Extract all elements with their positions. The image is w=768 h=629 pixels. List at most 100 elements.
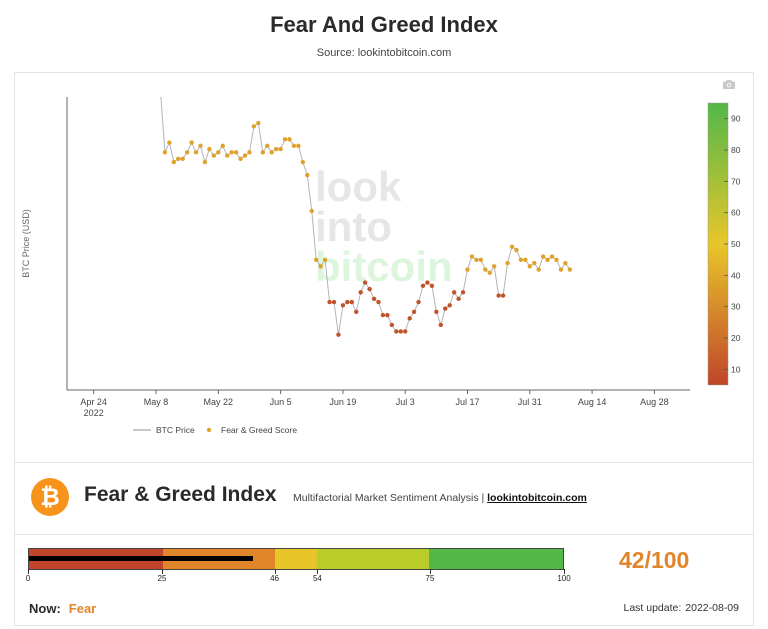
fear-greed-point: [233, 150, 239, 155]
fear-greed-point: [176, 156, 181, 162]
colorbar-tick-label: 90: [731, 114, 741, 124]
colorbar-tick-label: 70: [731, 176, 741, 186]
fear-greed-point: [211, 153, 217, 158]
fear-greed-point: [238, 156, 243, 162]
fear-greed-point: [345, 299, 350, 305]
fear-greed-point: [336, 332, 341, 337]
fear-greed-point: [451, 290, 457, 295]
fear-greed-point: [434, 309, 439, 315]
fear-greed-point: [443, 306, 448, 311]
fear-greed-point: [478, 257, 484, 262]
fear-greed-point: [518, 257, 524, 262]
fear-greed-point: [536, 267, 541, 272]
fear-greed-point: [371, 296, 377, 302]
fear-greed-point: [554, 257, 559, 262]
fear-greed-point: [220, 143, 225, 149]
fear-greed-point: [523, 257, 528, 262]
fear-greed-point: [189, 140, 194, 145]
fear-greed-point: [447, 303, 452, 308]
watermark-text: into: [315, 203, 392, 250]
camera-icon[interactable]: [723, 80, 735, 89]
fear-greed-point: [242, 153, 248, 158]
fear-greed-point: [527, 264, 532, 269]
gauge-tick: [274, 569, 276, 574]
fear-greed-point: [349, 299, 354, 305]
fear-greed-point: [282, 137, 288, 142]
fear-greed-point: [532, 260, 537, 266]
fear-greed-point: [193, 150, 199, 155]
last-update-date: 2022-08-09: [685, 602, 739, 614]
fear-greed-point: [492, 264, 497, 269]
widget-subtitle-text: Multifactorial Market Sentiment Analysis…: [293, 492, 485, 504]
fear-greed-point: [376, 299, 381, 305]
widget-subtitle: Multifactorial Market Sentiment Analysis…: [293, 492, 587, 504]
gauge-segment: [274, 549, 318, 569]
x-tick-label: May 8: [144, 397, 169, 407]
fear-greed-point: [327, 299, 332, 305]
fear-greed-point: [287, 137, 292, 142]
fear-greed-point: [207, 146, 212, 152]
widget-header: ₿ Fear & Greed Index Multifactorial Mark…: [15, 463, 753, 535]
fear-greed-point: [407, 316, 412, 321]
colorbar-tick-label: 30: [731, 302, 741, 312]
gauge-tick: [564, 569, 565, 574]
fear-greed-point: [278, 146, 283, 152]
fear-greed-point: [322, 257, 328, 262]
fear-greed-point: [273, 146, 279, 152]
fear-greed-point: [202, 159, 208, 165]
gauge-segment: [317, 549, 430, 569]
fear-greed-chart: lookintobitcoin BTC Price (USD) Apr 242022…: [21, 96, 741, 435]
x-tick-label: Jul 3: [396, 397, 415, 407]
fear-greed-point: [425, 280, 430, 285]
fear-greed-point: [247, 150, 252, 155]
colorbar-tick-label: 60: [731, 208, 741, 218]
fear-greed-point: [167, 140, 172, 145]
now-label: Now:: [29, 601, 61, 616]
bitcoin-icon: ₿: [31, 478, 69, 516]
gauge-value-bar: [29, 556, 254, 561]
sentiment-gauge: [28, 548, 564, 570]
fear-greed-point: [567, 267, 573, 272]
gauge-ticks: 0 25 46 54 75 100: [25, 569, 571, 589]
legend-btc-price: BTC Price: [156, 425, 195, 435]
fear-greed-point: [456, 296, 461, 302]
fear-greed-point: [411, 309, 417, 315]
widget-title: Fear & Greed Index: [84, 483, 277, 506]
gauge-tick-label: 54: [312, 574, 322, 583]
fear-greed-point: [314, 257, 319, 262]
gauge-tick-label: 0: [25, 574, 31, 583]
fear-greed-point: [558, 267, 564, 272]
gauge-tick-label: 100: [557, 574, 571, 583]
x-tick-label: Jun 19: [329, 397, 356, 407]
fear-greed-point: [465, 267, 470, 272]
x-tick-label: Apr 24: [80, 397, 107, 407]
fear-greed-point: [198, 143, 203, 149]
fear-greed-point: [549, 254, 555, 259]
gauge-tick: [28, 569, 29, 574]
fear-greed-point: [358, 290, 363, 295]
fear-greed-point: [416, 299, 421, 305]
fear-greed-point: [291, 143, 297, 149]
fear-greed-point: [184, 150, 190, 155]
fear-greed-point: [545, 257, 550, 262]
fear-greed-point: [296, 143, 301, 149]
fear-greed-point: [225, 153, 230, 158]
fear-greed-point: [403, 329, 408, 334]
fear-greed-point: [474, 257, 479, 262]
fear-greed-point: [398, 329, 403, 334]
gauge-tick: [317, 569, 319, 574]
fear-greed-point: [505, 260, 510, 266]
now-status: Now: Fear: [29, 601, 96, 616]
fear-greed-point: [256, 120, 261, 126]
fear-greed-point: [540, 254, 546, 259]
fear-greed-point: [389, 322, 395, 328]
lookintobitcoin-link[interactable]: lookintobitcoin.com: [487, 492, 587, 504]
colorbar-tick-label: 10: [731, 364, 741, 374]
x-tick-label: Jul 17: [455, 397, 479, 407]
fear-greed-widget: ₿ Fear & Greed Index Multifactorial Mark…: [14, 462, 754, 626]
x-tick-label: 2022: [84, 408, 104, 418]
fear-greed-point: [300, 159, 306, 165]
fear-greed-point: [394, 329, 399, 334]
fear-greed-point: [500, 293, 506, 298]
gauge-tick-label: 75: [425, 574, 435, 583]
